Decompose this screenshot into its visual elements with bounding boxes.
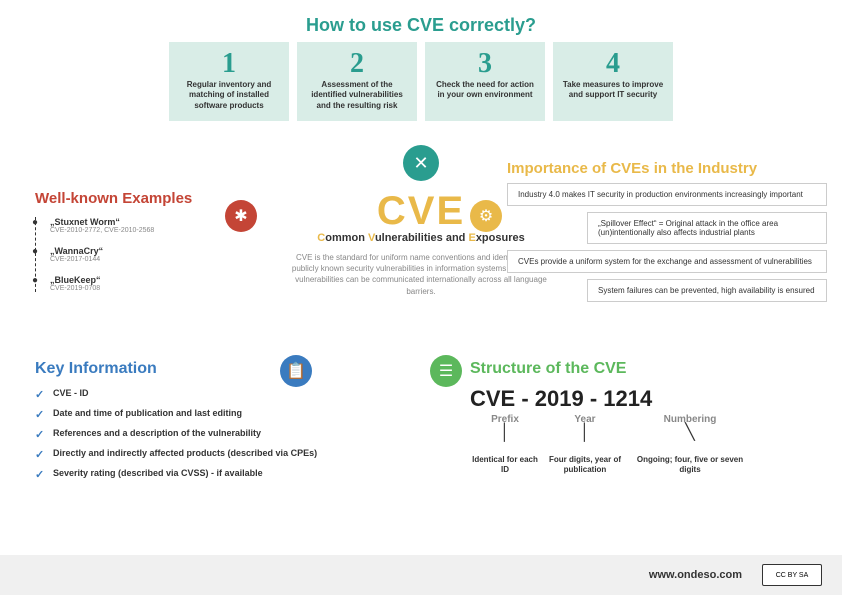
section-title: Key Information bbox=[35, 360, 395, 378]
importance-section: Importance of CVEs in the Industry Indus… bbox=[507, 160, 827, 302]
part-desc: Ongoing; four, five or seven digits bbox=[630, 455, 750, 476]
connector-line: │ bbox=[470, 425, 540, 441]
step-box: 4 Take measures to improve and support I… bbox=[553, 42, 673, 121]
structure-breakdown: Prefix │ Identical for each ID Year │ Fo… bbox=[470, 414, 810, 476]
section-title: How to use CVE correctly? bbox=[15, 15, 827, 36]
step-text: Assessment of the identified vulnerabili… bbox=[305, 80, 409, 111]
step-number: 1 bbox=[177, 48, 281, 80]
importance-box: CVEs provide a uniform system for the ex… bbox=[507, 250, 827, 273]
example-cve-id: CVE-2010-2772, CVE-2010-2568 bbox=[50, 227, 235, 234]
example-cve-id: CVE-2019-0708 bbox=[50, 285, 235, 292]
steps-row: 1 Regular inventory and matching of inst… bbox=[15, 42, 827, 121]
example-name: „WannaCry“ bbox=[50, 246, 235, 256]
structure-part: Numbering ╲ Ongoing; four, five or seven… bbox=[630, 414, 750, 476]
part-desc: Four digits, year of publication bbox=[540, 455, 630, 476]
step-number: 4 bbox=[561, 48, 665, 80]
examples-list: „Stuxnet Worm“ CVE-2010-2772, CVE-2010-2… bbox=[35, 217, 235, 292]
key-info-section: Key Information CVE - ID Date and time o… bbox=[35, 360, 395, 488]
step-number: 3 bbox=[433, 48, 537, 80]
key-item: References and a description of the vuln… bbox=[35, 428, 395, 438]
how-to-use-section: How to use CVE correctly? 1 Regular inve… bbox=[15, 15, 827, 121]
section-title: Importance of CVEs in the Industry bbox=[507, 160, 827, 177]
structure-example: CVE - 2019 - 1214 bbox=[470, 386, 810, 412]
key-list: CVE - ID Date and time of publication an… bbox=[35, 388, 395, 478]
importance-box: Industry 4.0 makes IT security in produc… bbox=[507, 183, 827, 206]
step-number: 2 bbox=[305, 48, 409, 80]
step-box: 3 Check the need for action in your own … bbox=[425, 42, 545, 121]
step-box: 2 Assessment of the identified vulnerabi… bbox=[297, 42, 417, 121]
structure-part: Prefix │ Identical for each ID bbox=[470, 414, 540, 476]
section-title: Structure of the CVE bbox=[470, 360, 810, 378]
importance-box: System failures can be prevented, high a… bbox=[587, 279, 827, 302]
example-name: „BlueKeep“ bbox=[50, 275, 235, 285]
factory-icon: ⚙ bbox=[470, 200, 502, 232]
step-text: Regular inventory and matching of instal… bbox=[177, 80, 281, 111]
examples-section: Well-known Examples „Stuxnet Worm“ CVE-2… bbox=[35, 190, 235, 304]
structure-section: Structure of the CVE CVE - 2019 - 1214 P… bbox=[430, 360, 810, 476]
tools-icon: ✕ bbox=[403, 145, 439, 181]
importance-box: „Spillover Effect“ = Original attack in … bbox=[587, 212, 827, 244]
example-item: „BlueKeep“ CVE-2019-0708 bbox=[50, 275, 235, 292]
step-box: 1 Regular inventory and matching of inst… bbox=[169, 42, 289, 121]
key-item: Date and time of publication and last ed… bbox=[35, 408, 395, 418]
example-cve-id: CVE-2017-0144 bbox=[50, 256, 235, 263]
cc-license-badge: CC BY SA bbox=[762, 564, 822, 586]
example-item: „WannaCry“ CVE-2017-0144 bbox=[50, 246, 235, 263]
example-item: „Stuxnet Worm“ CVE-2010-2772, CVE-2010-2… bbox=[50, 217, 235, 234]
part-desc: Identical for each ID bbox=[470, 455, 540, 476]
connector-line: ╲ bbox=[630, 425, 750, 441]
step-text: Check the need for action in your own en… bbox=[433, 80, 537, 101]
infographic-canvas: How to use CVE correctly? 1 Regular inve… bbox=[0, 0, 842, 555]
footer-bar: www.ondeso.com CC BY SA bbox=[0, 555, 842, 595]
example-name: „Stuxnet Worm“ bbox=[50, 217, 235, 227]
connector-line: │ bbox=[540, 425, 630, 441]
section-title: Well-known Examples bbox=[35, 190, 235, 207]
key-item: Directly and indirectly affected product… bbox=[35, 448, 395, 458]
structure-part: Year │ Four digits, year of publication bbox=[540, 414, 630, 476]
key-item: Severity rating (described via CVSS) - i… bbox=[35, 468, 395, 478]
step-text: Take measures to improve and support IT … bbox=[561, 80, 665, 101]
footer-url: www.ondeso.com bbox=[649, 569, 742, 581]
key-item: CVE - ID bbox=[35, 388, 395, 398]
